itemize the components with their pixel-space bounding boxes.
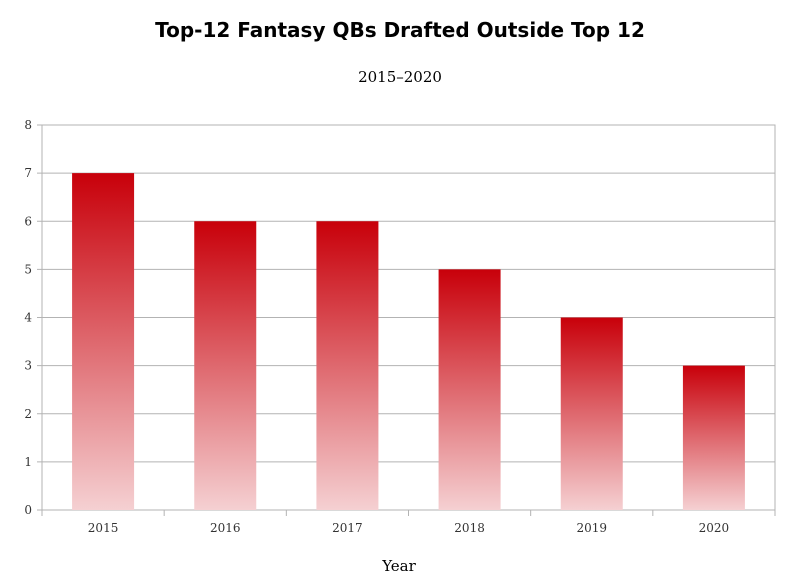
bar-2016 (194, 221, 257, 510)
bars (72, 173, 745, 510)
x-tick-label: 2017 (332, 521, 363, 535)
chart-subtitle: 2015–2020 (358, 68, 442, 86)
x-tick-label: 2018 (454, 521, 485, 535)
x-axis-label: Year (381, 557, 416, 575)
x-tick-label: 2019 (576, 521, 607, 535)
bar-2018 (438, 269, 501, 510)
bar-2020 (682, 365, 745, 510)
y-tick-label: 4 (24, 311, 32, 325)
y-tick-label: 5 (24, 262, 32, 276)
x-tick-label: 2020 (699, 521, 730, 535)
x-axis-ticks: 2015 2016 2017 2018 2019 2020 (41, 510, 776, 535)
x-tick-label: 2016 (210, 521, 241, 535)
y-tick-label: 8 (24, 118, 32, 132)
y-axis-ticks: 0 1 2 3 4 5 6 7 8 (24, 118, 32, 517)
y-tick-label: 2 (24, 407, 32, 421)
y-tick-label: 0 (24, 503, 32, 517)
bar-2019 (560, 317, 623, 510)
gridlines (37, 124, 776, 511)
x-tick-label: 2015 (88, 521, 119, 535)
bar-2017 (316, 221, 379, 510)
y-tick-label: 3 (24, 359, 32, 373)
bar-2015 (72, 173, 135, 510)
chart-title: Top-12 Fantasy QBs Drafted Outside Top 1… (155, 18, 645, 42)
y-tick-label: 1 (24, 455, 32, 469)
y-tick-label: 7 (24, 166, 32, 180)
y-tick-label: 6 (24, 214, 32, 228)
